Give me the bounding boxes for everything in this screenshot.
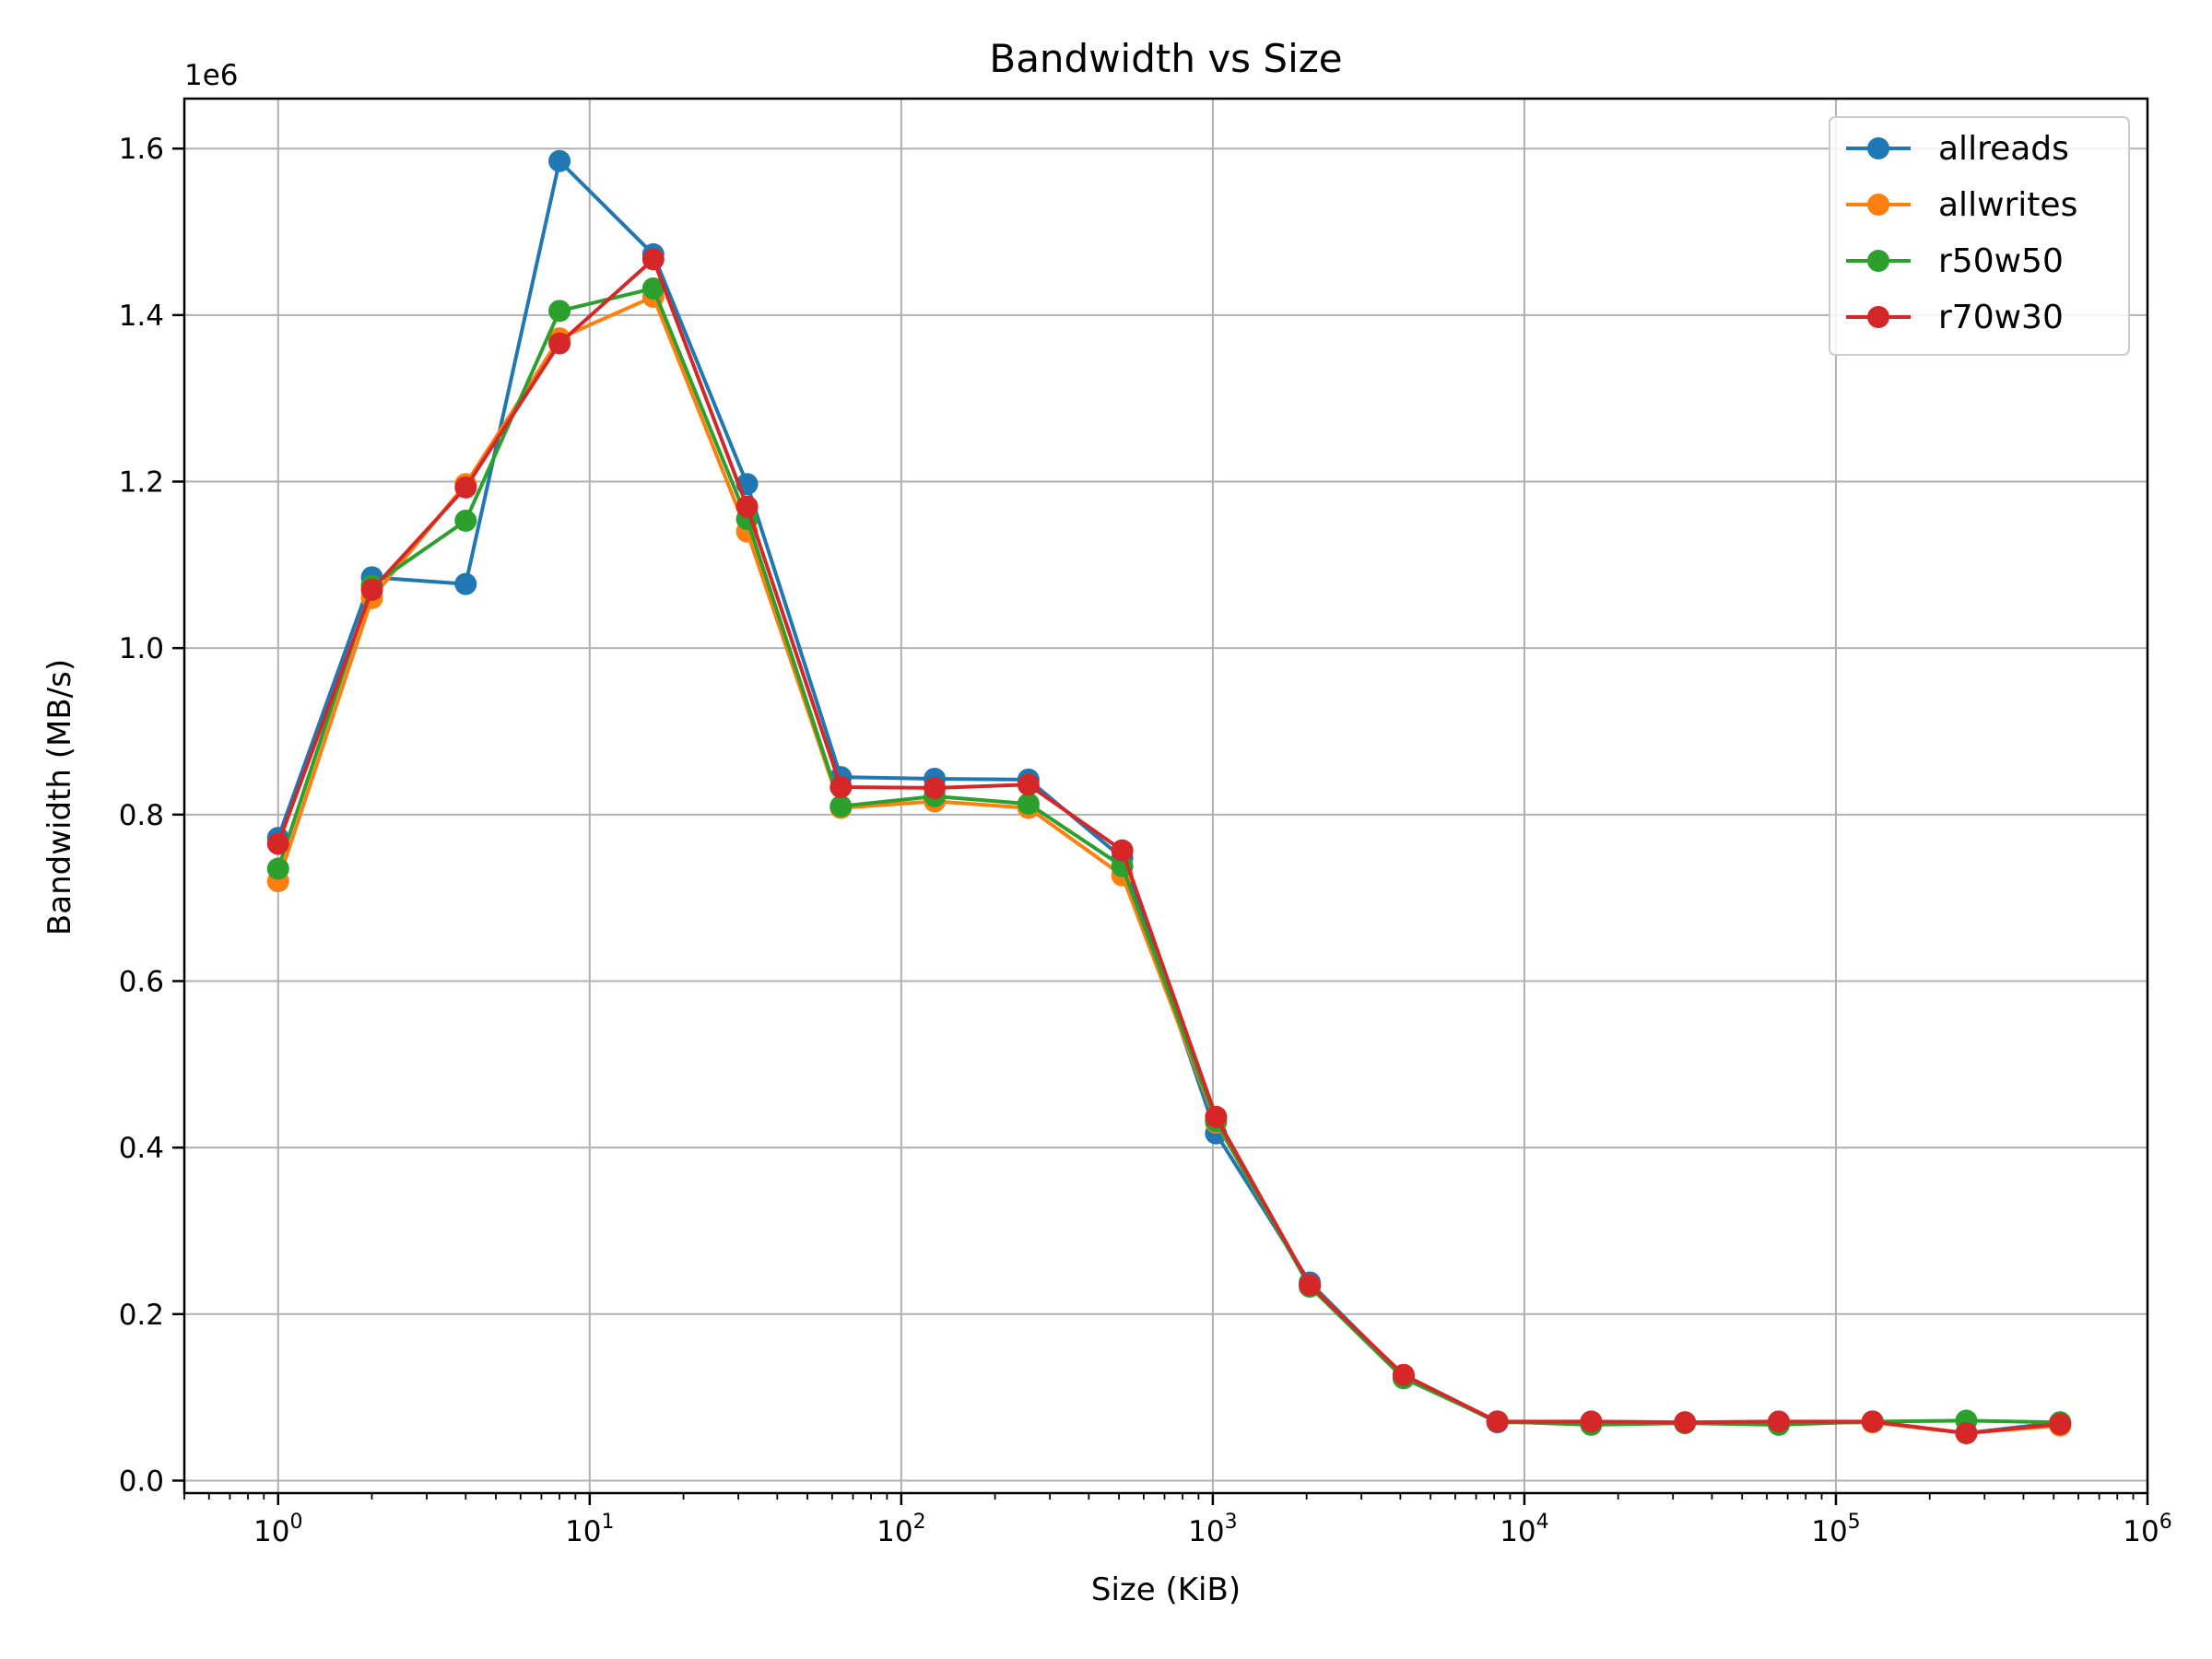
data-point-r70w30-19: [2049, 1413, 2072, 1436]
y-tick-label-8: 1.6: [119, 133, 164, 166]
data-point-r70w30-10: [1205, 1105, 1228, 1128]
legend-marker-allreads: [1867, 137, 1889, 159]
x-tick-label-2: 102: [877, 1511, 925, 1548]
legend-marker-r70w30: [1867, 306, 1889, 328]
series-r70w30: [266, 248, 2072, 1444]
data-point-r70w30-1: [360, 578, 383, 601]
data-point-r70w30-8: [1017, 773, 1040, 796]
data-point-allreads-2: [454, 572, 477, 595]
y-tick-label-4: 0.8: [119, 799, 164, 832]
x-tick-label-0: 100: [253, 1511, 302, 1548]
data-point-r70w30-11: [1299, 1274, 1322, 1297]
data-point-r70w30-12: [1392, 1363, 1415, 1386]
x-tick-label-5: 105: [1811, 1511, 1860, 1548]
legend-label-allreads: allreads: [1938, 130, 2069, 168]
data-point-r70w30-17: [1861, 1410, 1884, 1433]
x-tick-label-1: 101: [565, 1511, 614, 1548]
x-tick-label-6: 106: [2123, 1511, 2171, 1548]
y-axis-label: Bandwidth (MB/s): [41, 659, 78, 935]
legend-marker-allwrites: [1867, 194, 1889, 216]
legend-label-allwrites: allwrites: [1938, 186, 2077, 224]
x-tick-label-4: 104: [1500, 1511, 1548, 1548]
data-point-r50w50-2: [454, 509, 477, 532]
data-point-r70w30-16: [1767, 1410, 1790, 1433]
data-point-r70w30-9: [1111, 839, 1134, 862]
data-point-r70w30-5: [735, 495, 759, 518]
legend-box: [1829, 116, 2130, 356]
data-point-r70w30-3: [548, 332, 571, 355]
axis-ticks: 100 101 102 103 104 105 106 0.0 0.2 0.4 0.6 0.8 1.0 1…: [119, 133, 2172, 1548]
y-tick-label-2: 0.4: [119, 1132, 164, 1165]
data-point-r50w50-0: [266, 857, 289, 880]
data-point-r70w30-18: [1955, 1421, 1978, 1444]
x-axis-label: Size (KiB): [1091, 1571, 1241, 1608]
data-point-r70w30-13: [1486, 1410, 1509, 1433]
y-tick-label-7: 1.4: [119, 300, 164, 333]
data-point-allreads-3: [548, 149, 571, 172]
legend-label-r50w50: r50w50: [1938, 242, 2064, 280]
legend-marker-r50w50: [1867, 250, 1889, 272]
data-point-r70w30-4: [641, 248, 665, 271]
y-tick-label-5: 1.0: [119, 632, 164, 665]
legend-label-r70w30: r70w30: [1938, 299, 2064, 336]
data-point-r50w50-8: [1017, 793, 1040, 816]
series-line-r70w30: [276, 257, 2061, 1435]
legend: allreads allwrites r50w50 r70w30: [1829, 116, 2130, 356]
data-point-r70w30-14: [1580, 1410, 1603, 1433]
data-point-r70w30-2: [454, 476, 477, 499]
series-line-r50w50: [276, 286, 2061, 1427]
data-point-r50w50-4: [641, 276, 665, 300]
data-point-r50w50-6: [830, 794, 853, 818]
data-point-r70w30-0: [266, 832, 289, 855]
plot-frame: [182, 97, 2149, 1495]
y-offset-label: 1e6: [184, 59, 239, 92]
data-point-r50w50-3: [548, 300, 571, 323]
y-tick-label-0: 0.0: [119, 1465, 164, 1498]
y-tick-label-1: 0.2: [119, 1299, 164, 1332]
series-layer: [266, 149, 2072, 1444]
data-point-r70w30-15: [1674, 1411, 1697, 1434]
y-tick-label-6: 1.2: [119, 466, 164, 500]
y-tick-label-3: 0.6: [119, 965, 164, 998]
x-tick-label-3: 103: [1188, 1511, 1237, 1548]
data-point-r70w30-6: [830, 776, 853, 799]
data-point-r70w30-7: [924, 776, 947, 799]
chart-title: Bandwidth vs Size: [989, 36, 1342, 81]
